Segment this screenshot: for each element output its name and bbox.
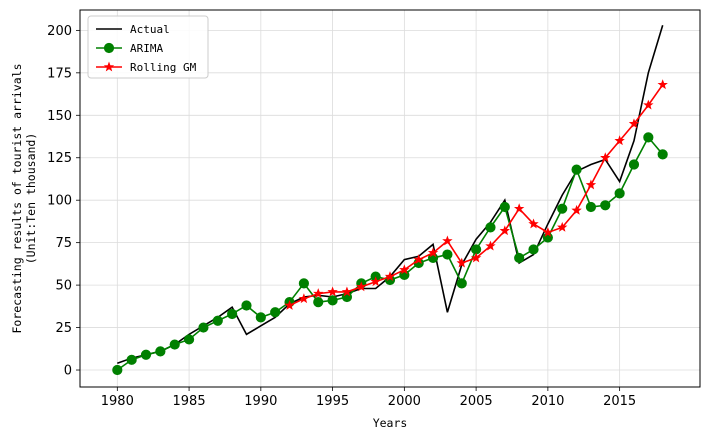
data-point-rolling-gm <box>284 300 295 310</box>
data-point-arima <box>442 249 453 260</box>
data-point-arima <box>183 334 195 345</box>
y-tick-label: 200 <box>47 24 72 39</box>
legend-box <box>87 15 209 79</box>
data-point-arima <box>628 159 640 170</box>
y-axis-label: Forecasting results of tourist arrivals … <box>10 63 38 333</box>
data-point-rolling-gm <box>370 276 381 287</box>
data-point-arima <box>112 364 123 376</box>
y-tick-label: 75 <box>55 236 72 251</box>
data-point-rolling-gm <box>585 179 597 190</box>
data-point-arima <box>255 312 266 323</box>
data-point-rolling-gm <box>384 271 396 282</box>
data-point-arima <box>227 308 238 320</box>
data-point-arima <box>327 295 338 306</box>
data-point-arima <box>585 201 597 213</box>
data-point-arima <box>528 244 539 255</box>
axes-frame <box>79 9 701 388</box>
x-tick-label: 2015 <box>603 394 636 409</box>
data-point-arima <box>499 201 510 213</box>
data-point-arima <box>270 307 281 318</box>
data-point-rolling-gm <box>628 118 640 129</box>
data-point-rolling-gm <box>614 135 625 146</box>
data-point-rolling-gm <box>643 99 654 110</box>
data-point-rolling-gm <box>470 252 482 263</box>
data-point-arima <box>241 300 252 311</box>
data-point-arima <box>485 222 496 233</box>
data-point-rolling-gm <box>427 247 439 258</box>
legend-marker <box>103 42 115 54</box>
x-tick-label: 1995 <box>316 394 349 409</box>
data-point-rolling-gm <box>442 235 453 246</box>
data-point-arima <box>456 278 467 289</box>
legend-item-rolling-gm: Rolling GM <box>96 61 197 74</box>
x-tick-label: 1985 <box>173 394 206 409</box>
y-tick-label: 50 <box>55 279 72 294</box>
x-axis-label: Years <box>373 416 408 430</box>
ticks: 1980 1985 1990 1995 2000 2005 2010 2015 0 25 50 75 1… <box>47 24 636 409</box>
legend-marker <box>103 61 115 72</box>
data-point-rolling-gm <box>528 218 539 229</box>
y-tick-label: 150 <box>47 109 72 124</box>
data-point-rolling-gm <box>542 227 554 237</box>
data-point-rolling-gm <box>557 221 568 232</box>
data-point-arima <box>126 354 137 365</box>
data-point-rolling-gm <box>341 286 353 297</box>
data-point-rolling-gm <box>513 203 525 214</box>
legend-item-arima: ARIMA <box>96 42 163 55</box>
legend-label: ARIMA <box>130 42 163 55</box>
data-point-arima <box>643 132 654 143</box>
y-tick-label: 25 <box>55 321 72 336</box>
data-point-rolling-gm <box>456 257 467 268</box>
data-point-arima <box>212 315 223 326</box>
data-point-rolling-gm <box>399 264 410 275</box>
data-point-rolling-gm <box>499 225 511 236</box>
series-arima <box>112 132 668 376</box>
legend-item-actual: Actual <box>96 23 170 36</box>
data-point-arima <box>571 164 582 175</box>
data-point-rolling-gm <box>313 288 324 299</box>
legend-label: Actual <box>130 23 170 36</box>
legend: Actual ARIMA Rolling GM <box>87 15 209 79</box>
data-point-arima <box>169 339 180 350</box>
data-point-arima <box>313 296 324 308</box>
data-point-rolling-gm <box>485 240 496 251</box>
data-point-rolling-gm <box>600 152 611 163</box>
x-tick-label: 1990 <box>244 394 277 409</box>
data-point-arima <box>657 149 668 160</box>
legend-label: Rolling GM <box>130 61 197 74</box>
data-point-rolling-gm <box>657 79 668 90</box>
x-tick-label: 2005 <box>460 394 493 409</box>
data-point-rolling-gm <box>327 286 338 297</box>
data-point-rolling-gm <box>298 293 310 304</box>
data-point-arima <box>140 349 152 360</box>
x-tick-label: 2000 <box>388 394 421 409</box>
y-tick-label: 0 <box>64 364 72 379</box>
y-axis-label-line2: (Unit:Ten thousand) <box>24 133 38 265</box>
data-point-arima <box>614 188 625 199</box>
data-point-arima <box>557 203 568 214</box>
data-point-rolling-gm <box>571 204 582 215</box>
data-point-arima <box>155 346 166 357</box>
data-point-arima <box>514 252 525 264</box>
data-point-rolling-gm <box>413 254 424 265</box>
data-point-rolling-gm <box>356 281 367 292</box>
y-axis-label-line1: Forecasting results of tourist arrivals <box>10 63 24 333</box>
plot-area <box>112 25 668 376</box>
data-point-arima <box>298 278 309 289</box>
y-tick-label: 125 <box>47 151 72 166</box>
x-tick-label: 2010 <box>531 394 564 409</box>
data-point-arima <box>600 200 611 211</box>
x-tick-label: 1980 <box>101 394 134 409</box>
grid <box>80 10 700 387</box>
y-tick-label: 175 <box>47 66 72 81</box>
data-point-arima <box>198 322 209 333</box>
y-tick-label: 100 <box>47 194 72 209</box>
series-rolling-gm <box>284 79 668 310</box>
